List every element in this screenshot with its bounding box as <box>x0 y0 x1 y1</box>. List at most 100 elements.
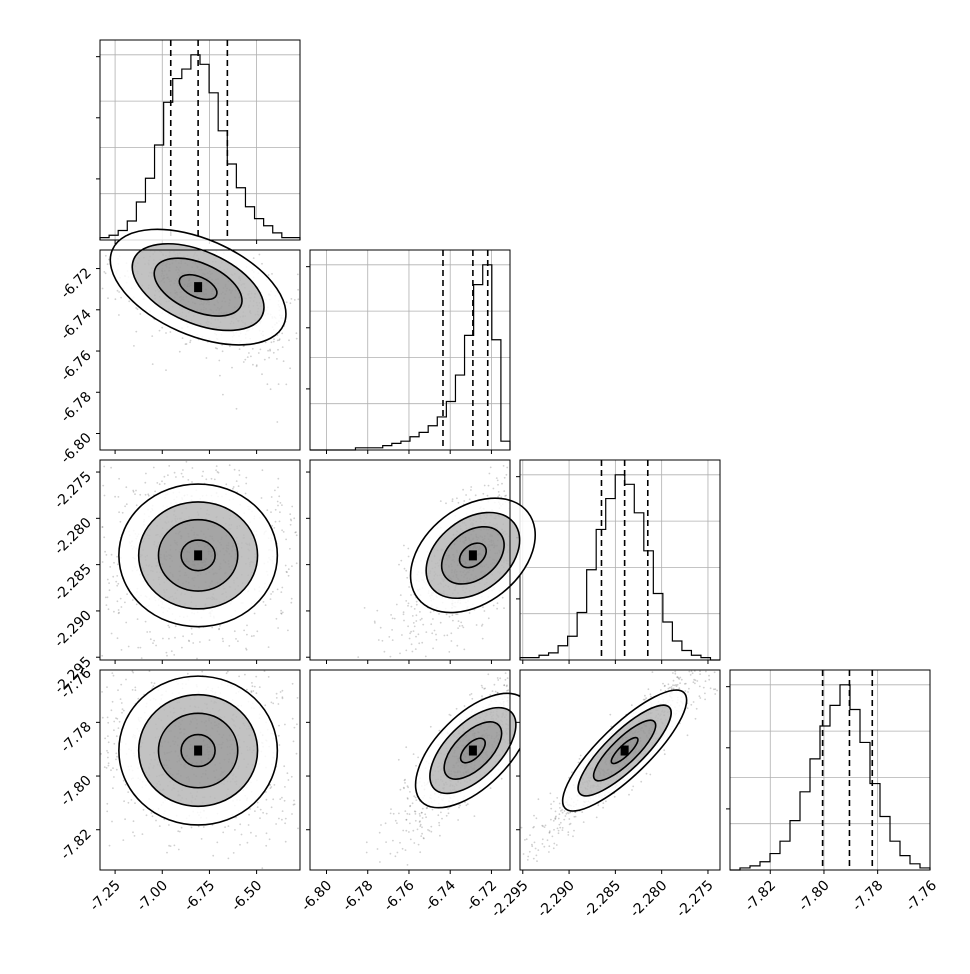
scatter-point <box>438 821 440 824</box>
scatter-point <box>276 339 279 342</box>
scatter-point <box>544 824 547 827</box>
scatter-point <box>698 695 701 698</box>
scatter-point <box>214 347 217 349</box>
scatter-point <box>667 687 670 690</box>
scatter-point <box>258 686 261 688</box>
scatter-point <box>417 633 420 636</box>
scatter-point <box>694 679 697 682</box>
scatter-point <box>381 639 384 642</box>
scatter-point <box>595 816 598 819</box>
scatter-point <box>462 626 465 629</box>
scatter-point <box>564 815 567 817</box>
scatter-point <box>259 348 262 351</box>
scatter-point <box>277 504 279 507</box>
scatter-point <box>287 629 289 632</box>
scatter-point <box>535 854 538 857</box>
scatter-point <box>168 824 170 826</box>
scatter-point <box>674 672 677 675</box>
scatter-point <box>507 689 510 692</box>
scatter-point <box>275 697 278 699</box>
scatter-point <box>296 723 298 726</box>
scatter-point <box>456 613 459 616</box>
scatter-point <box>277 348 279 351</box>
scatter-point <box>409 838 412 841</box>
scatter-point <box>651 671 654 673</box>
scatter-point <box>487 484 490 487</box>
scatter-point <box>406 812 409 815</box>
scatter-point <box>108 258 110 261</box>
scatter-point <box>107 756 109 759</box>
scatter-point <box>284 840 287 843</box>
scatter-point <box>170 650 173 653</box>
scatter-point <box>279 798 282 800</box>
scatter-point <box>529 834 531 836</box>
scatter-point <box>167 624 170 627</box>
scatter-point <box>645 697 647 700</box>
scatter-point <box>261 867 264 870</box>
scatter-point <box>506 466 509 469</box>
scatter-point <box>201 670 204 673</box>
scatter-point <box>131 689 134 691</box>
scatter-point <box>270 701 273 704</box>
scatter-point <box>113 720 116 723</box>
scatter-point <box>649 693 652 696</box>
scatter-point <box>663 749 666 752</box>
scatter-point <box>225 672 228 675</box>
scatter-point <box>227 857 230 860</box>
scatter-point <box>287 574 290 577</box>
scatter-point <box>274 489 276 492</box>
scatter-point <box>461 624 464 627</box>
scatter-point <box>269 349 271 352</box>
scatter-point <box>130 799 133 801</box>
scatter-point <box>496 691 499 694</box>
scatter-point <box>270 806 273 809</box>
scatter-point <box>114 495 116 498</box>
scatter-point <box>435 633 437 636</box>
scatter-point <box>125 621 128 624</box>
scatter-point <box>125 486 128 489</box>
scatter-point <box>418 813 421 815</box>
scatter-point <box>373 620 376 623</box>
scatter-point <box>250 691 253 694</box>
scatter-point <box>281 586 284 589</box>
scatter-point <box>492 604 495 607</box>
scatter-point <box>520 826 523 829</box>
scatter-point <box>186 672 189 675</box>
scatter-point <box>293 803 296 806</box>
scatter-point <box>664 684 666 687</box>
scatter-point <box>120 296 122 299</box>
scatter-point <box>116 575 119 577</box>
scatter-point <box>153 682 156 685</box>
scatter-point <box>503 490 506 492</box>
scatter-point <box>108 582 110 584</box>
scatter-point <box>496 602 499 605</box>
scatter-point <box>242 361 245 363</box>
scatter-point <box>121 708 124 710</box>
scatter-point <box>456 497 458 500</box>
scatter-point <box>103 494 106 497</box>
scatter-point <box>569 822 572 825</box>
density-peak <box>194 550 203 561</box>
scatter-point <box>414 813 417 815</box>
scatter-point <box>465 804 468 807</box>
scatter-point <box>151 335 154 337</box>
scatter-point <box>609 713 612 716</box>
scatter-point <box>526 859 529 861</box>
scatter-point <box>385 841 387 843</box>
scatter-point <box>572 835 574 838</box>
scatter-point <box>662 682 664 685</box>
scatter-point <box>281 529 283 532</box>
scatter-point <box>132 831 134 834</box>
scatter-point <box>118 511 120 514</box>
scatter-point <box>182 475 184 478</box>
scatter-point <box>281 818 283 821</box>
scatter-point <box>468 498 471 501</box>
scatter-point <box>501 482 503 485</box>
scatter-point <box>498 494 501 496</box>
scatter-point <box>291 717 294 720</box>
scatter-point <box>481 623 484 626</box>
scatter-point <box>278 520 281 523</box>
scatter-point <box>272 590 274 593</box>
scatter-point <box>398 812 400 815</box>
pair-panel-2-3 <box>516 669 721 874</box>
